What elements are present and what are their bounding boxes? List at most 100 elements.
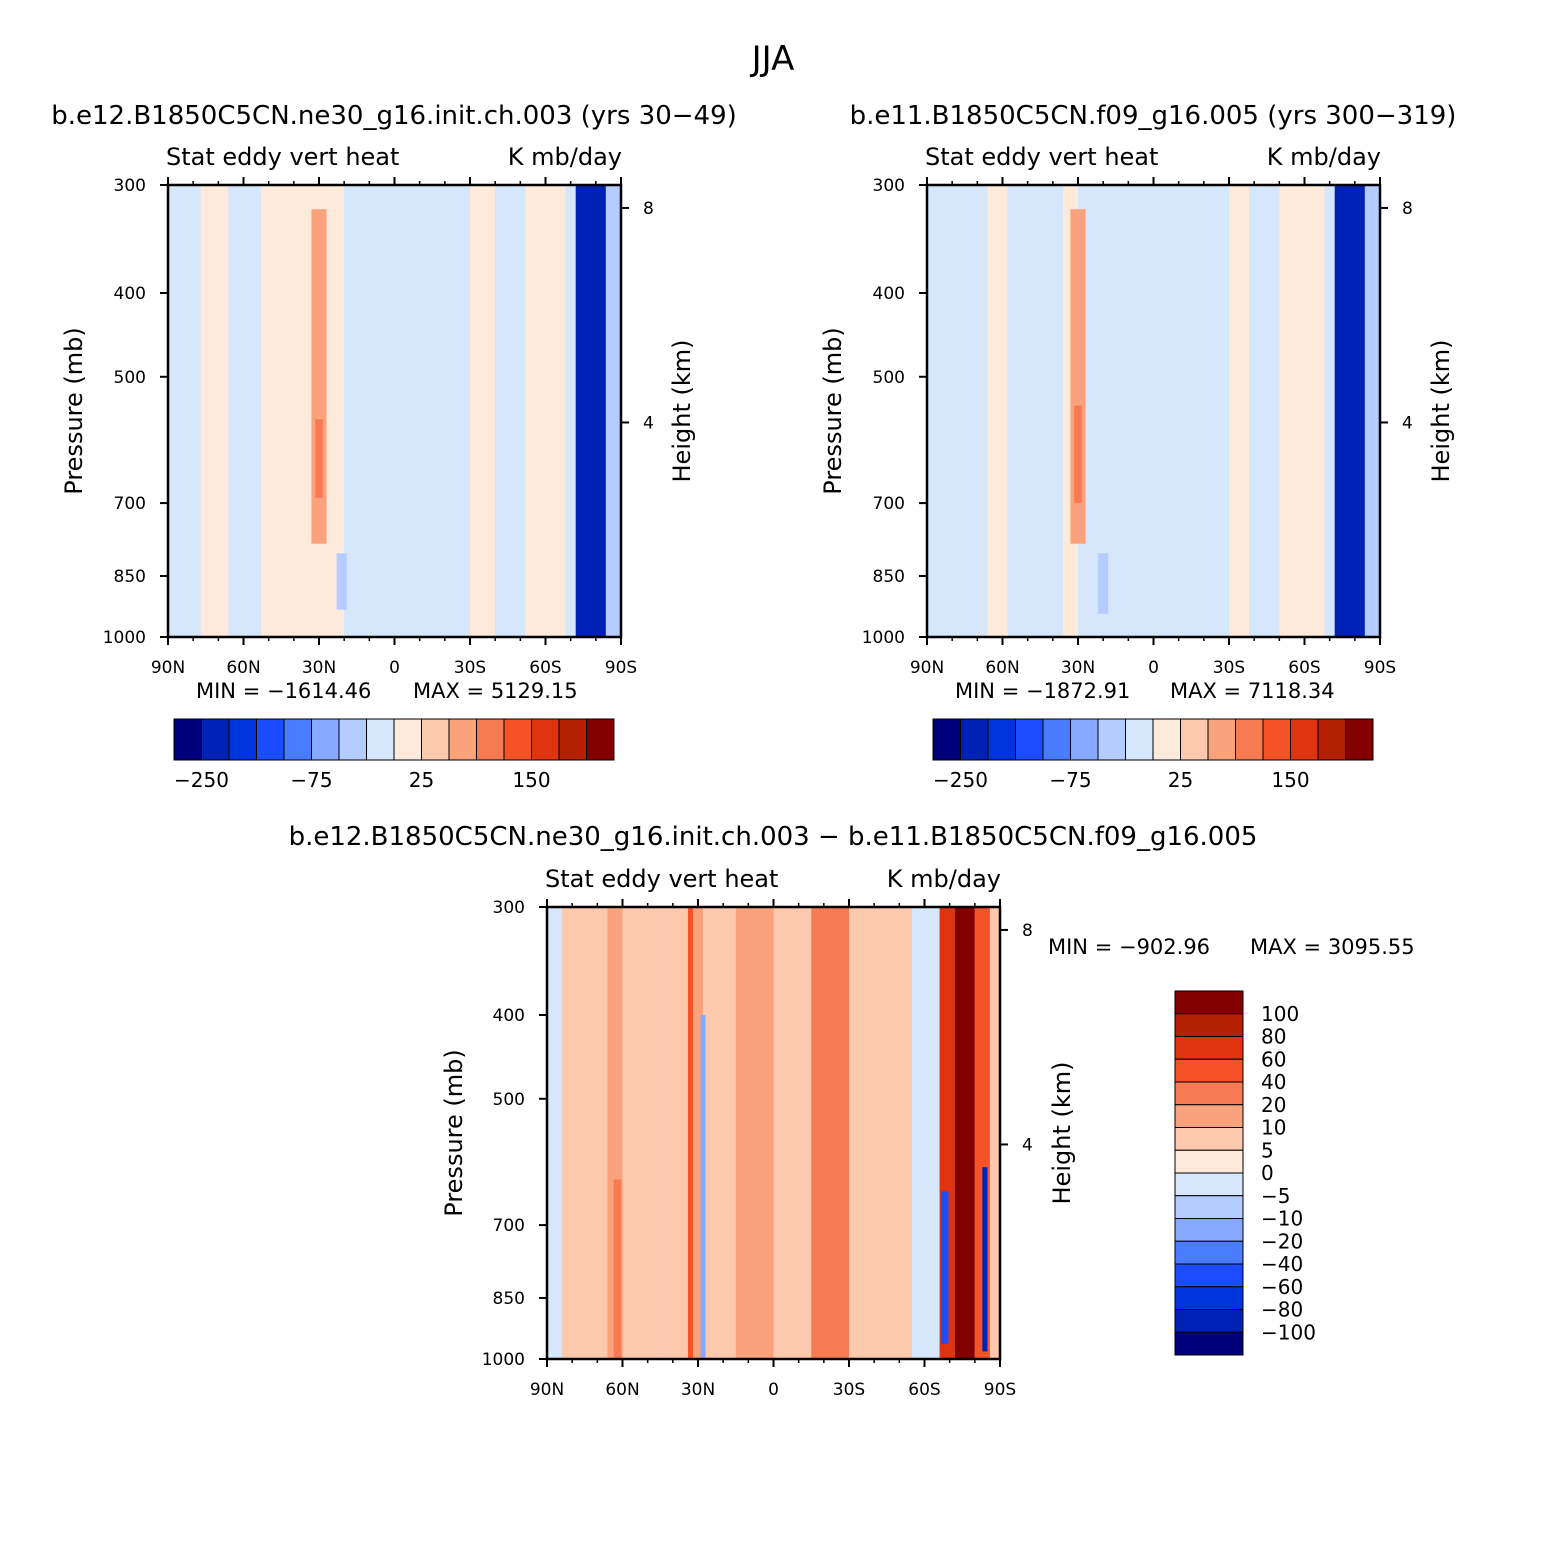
panel-1-subtitle-right: K mb/day: [508, 143, 622, 171]
panel-1-colorbar-swatch: [201, 718, 230, 761]
panel-3-colorbar-swatch: [1174, 1331, 1244, 1356]
panel-3-xtick-label: 60S: [908, 1380, 940, 1400]
panel-3-ytick-label: 400: [493, 1006, 525, 1026]
panel-2-ylabel-right: Height (km): [1427, 340, 1455, 483]
panel-3-title: b.e12.B1850C5CN.ne30_g16.init.ch.003 − b…: [289, 822, 1258, 852]
panel-2-max: MAX = 7118.34: [1170, 679, 1335, 703]
panel-3-contour-band: [547, 907, 563, 1359]
panel-2-xtick-label: 90S: [1364, 658, 1396, 678]
panel-3-colorbar-swatch: [1174, 1149, 1244, 1174]
panel-3-ytick-right-label: 8: [1022, 921, 1033, 941]
panel-3-contour-band: [735, 907, 774, 1359]
panel-2-contour-band: [1334, 185, 1365, 637]
panel-2-colorbar-swatch: [1125, 718, 1154, 761]
panel-3-xtick-label: 30S: [833, 1380, 865, 1400]
panel-2-ytick-label: 500: [873, 368, 905, 388]
panel-1-colorbar-swatch: [531, 718, 560, 761]
panel-1-xtick-label: 30N: [302, 658, 336, 678]
panel-2-colorbar-swatch: [1345, 718, 1374, 761]
panel-2-contour-band: [1007, 185, 1063, 637]
panel-3-contour-band: [773, 907, 812, 1359]
panel-3-xtick-label: 30N: [681, 1380, 715, 1400]
panel-2-contour-band: [1229, 185, 1250, 637]
panel-2-xtick-label: 60S: [1288, 658, 1320, 678]
panel-1-title: b.e12.B1850C5CN.ne30_g16.init.ch.003 (yr…: [51, 101, 737, 131]
panel-3: b.e12.B1850C5CN.ne30_g16.init.ch.003 − b…: [289, 822, 1415, 1400]
panel-3-colorbar-swatch: [1174, 1013, 1244, 1037]
panel-1-colorbar-swatch: [421, 718, 450, 761]
panel-3-xtick-label: 90S: [984, 1380, 1016, 1400]
panel-1-colorbar-swatch: [503, 718, 532, 761]
panel-2: b.e11.B1850C5CN.f09_g16.005 (yrs 300−319…: [819, 101, 1456, 792]
panel-1-colorbar-swatch: [283, 718, 312, 761]
panel-3-contour-band: [660, 907, 688, 1359]
panel-3-max: MAX = 3095.55: [1250, 935, 1415, 959]
panel-3-contour-feature: [700, 1015, 706, 1359]
panel-2-contour-band: [1279, 185, 1325, 637]
panel-2-ytick-label: 300: [873, 176, 905, 196]
panel-1-contour-band: [228, 185, 262, 637]
panel-1-xtick-label: 30S: [454, 658, 486, 678]
panel-1-xtick-label: 0: [389, 658, 400, 678]
panel-1-ylabel: Pressure (mb): [60, 327, 88, 494]
panel-3-colorbar-swatch: [1174, 1058, 1244, 1083]
panel-3-colorbar-swatch: [1174, 1240, 1244, 1265]
panel-1-colorbar-swatch: [586, 718, 615, 761]
panel-3-contour-band: [703, 907, 736, 1359]
panel-3-colorbar-swatch: [1174, 1081, 1244, 1106]
panel-1-colorbar-swatch: [476, 718, 505, 761]
panel-2-subtitle-right: K mb/day: [1267, 143, 1381, 171]
panel-1-contour-feature: [336, 553, 347, 610]
panel-2-colorbar-swatch: [1207, 718, 1236, 761]
panel-1-contour-band: [495, 185, 526, 637]
panel-3-colorbar-swatch: [1174, 1127, 1244, 1151]
panel-3-colorbar-swatch: [1174, 990, 1244, 1015]
panel-3-xtick-label: 60N: [605, 1380, 639, 1400]
figure-title: JJA: [750, 39, 795, 79]
panel-3-colorbar-label: 80: [1261, 1025, 1286, 1049]
panel-2-colorbar-swatch: [1042, 718, 1071, 761]
panel-3-colorbar-label: −40: [1261, 1252, 1303, 1276]
panel-1: b.e12.B1850C5CN.ne30_g16.init.ch.003 (yr…: [51, 101, 737, 792]
panel-3-colorbar-label: −80: [1261, 1298, 1303, 1322]
panel-3-colorbar-label: 20: [1261, 1093, 1286, 1117]
panel-3-colorbar-label: 60: [1261, 1047, 1286, 1071]
panel-2-contour-band: [1364, 185, 1380, 637]
panel-3-subtitle-left: Stat eddy vert heat: [545, 865, 778, 893]
panel-3-subtitle-right: K mb/day: [887, 865, 1001, 893]
panel-3-colorbar-swatch: [1174, 1172, 1244, 1197]
panel-2-colorbar-label: −250: [933, 768, 988, 792]
panel-3-colorbar-label: 100: [1261, 1002, 1299, 1026]
panel-3-colorbar-label: 40: [1261, 1070, 1286, 1094]
panel-3-colorbar-label: 10: [1261, 1116, 1286, 1140]
panel-3-colorbar-swatch: [1174, 1309, 1244, 1333]
panel-1-colorbar-swatch: [393, 718, 422, 761]
panel-1-ytick-label: 700: [114, 494, 146, 514]
panel-1-contour-band: [344, 185, 370, 637]
panel-3-ytick-right-label: 4: [1022, 1135, 1033, 1155]
panel-3-contour-feature: [940, 1191, 949, 1344]
panel-3-colorbar-swatch: [1174, 1263, 1244, 1288]
panel-1-xtick-label: 90S: [605, 658, 637, 678]
panel-3-xtick-label: 90N: [530, 1380, 564, 1400]
panel-2-ytick-label: 400: [873, 284, 905, 304]
panel-2-contour-feature: [1098, 553, 1109, 614]
panel-3-colorbar-label: −60: [1261, 1275, 1303, 1299]
panel-1-ytick-label: 1000: [103, 628, 146, 648]
panel-2-colorbar-swatch: [1235, 718, 1264, 761]
panel-3-ytick-label: 300: [493, 898, 525, 918]
panel-3-colorbar-swatch: [1174, 1286, 1244, 1310]
panel-2-colorbar-label: −75: [1049, 768, 1091, 792]
panel-1-colorbar-label: 150: [512, 768, 550, 792]
panel-2-contour-band: [1249, 185, 1280, 637]
panel-3-contour-band: [849, 907, 912, 1359]
panel-2-plot: 90N 60N 30N 0 30S 60S 90S 300 400 500 700 850 1000 8 4: [862, 176, 1413, 678]
panel-2-xtick-label: 90N: [910, 658, 944, 678]
panel-3-colorbar-label: 0: [1261, 1161, 1274, 1185]
panel-1-contour-feature: [315, 419, 323, 498]
panel-2-colorbar-swatch: [1180, 718, 1209, 761]
panel-1-ytick-label: 400: [114, 284, 146, 304]
panel-1-xtick-label: 60N: [226, 658, 260, 678]
panel-3-contour-band: [974, 907, 990, 1359]
